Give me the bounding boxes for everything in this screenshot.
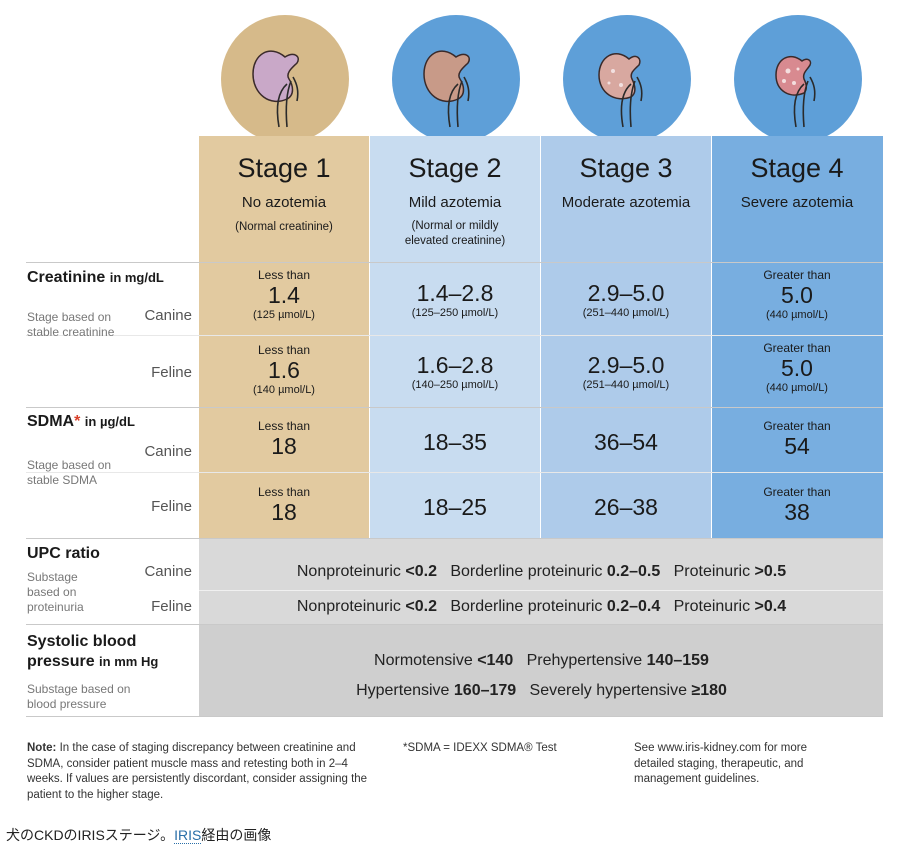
bp-line-1: Normotensive <140 Prehypertensive 140–15… [374,652,709,669]
stage-4-title: Stage 4 [750,153,844,183]
sdma-feline-stage-4: Greater than 38 [763,485,831,525]
image-caption: 犬のCKDのIRISステージ。IRIS経由の画像 [6,827,272,844]
sdma-feline-stage-2: 18–25 [423,494,487,520]
stage-1-note: (Normal creatinine) [235,221,333,233]
kidney-icon [252,50,299,128]
upc-feline-label: Feline [151,598,192,615]
creatinine-feline-stage-1: Less than 1.6 (140 µmol/L) [253,343,315,396]
sdma-feline-stage-3: 26–38 [594,494,658,520]
sdma-canine-label: Canine [144,443,192,460]
footer-note: Note: In the case of staging discrepancy… [27,742,368,801]
stage-4-column [712,136,883,538]
kidney-icon [423,50,470,128]
sdma-feline-stage-1: Less than 18 [257,485,311,525]
creatinine-canine-stage-4: Greater than 5.0 (440 µmol/L) [763,268,831,321]
sdma-basis: Stage based on stable SDMA [27,458,112,487]
sdma-canine-stage-4: Greater than 54 [763,419,831,459]
stage-1-title: Stage 1 [237,153,331,183]
row-divider [26,472,883,473]
creatinine-canine-stage-2: 1.4–2.8 (125–250 µmol/L) [411,280,499,319]
sdma-canine-stage-1: Less than 18 [257,419,311,459]
kidney-icon [598,53,643,128]
upc-canine-values: Nonproteinuric <0.2 Borderline proteinur… [296,563,787,580]
stage-3-subtitle: Moderate azotemia [561,194,691,211]
bp-basis: Substage based on blood pressure [27,682,131,711]
stage-4-subtitle: Severe azotemia [740,194,854,211]
creatinine-canine-stage-3: 2.9–5.0 (251–440 µmol/L) [582,280,670,319]
stage-2-kidney-illustration [392,15,520,143]
bp-line-2: Hypertensive 160–179 Severely hypertensi… [356,682,727,699]
row-divider [26,716,883,717]
row-divider [26,624,883,625]
creatinine-feline-stage-4: Greater than 5.0 (440 µmol/L) [763,341,831,394]
stage-3-kidney-illustration [563,15,691,143]
bp-panel [199,625,883,716]
stage-2-note: (Normal or mildly elevated creatinine) [404,220,506,247]
row-divider [26,262,883,263]
footer-see-more: See www.iris-kidney.com for more detaile… [634,742,807,785]
kidney-icon [775,55,816,128]
sdma-feline-label: Feline [151,498,192,515]
stage-1-subtitle: No azotemia [241,194,327,211]
stage-2-title: Stage 2 [408,153,502,183]
upc-basis: Substage based on proteinuria [27,570,84,614]
upc-feline-values: Nonproteinuric <0.2 Borderline proteinur… [296,598,787,615]
row-divider [26,407,883,408]
sdma-heading: SDMA* in µg/dL [27,413,135,430]
creatinine-feline-label: Feline [151,364,192,381]
bp-heading: Systolic blood pressure in mm Hg [27,633,159,670]
stage-4-kidney-illustration [734,15,862,143]
stage-2-column [370,136,540,538]
stage-1-kidney-illustration [221,15,349,143]
row-divider [26,335,883,336]
upc-canine-label: Canine [144,563,192,580]
stage-3-column [541,136,711,538]
sdma-canine-stage-3: 36–54 [594,429,658,455]
creatinine-canine-stage-1: Less than 1.4 (125 µmol/L) [253,268,315,321]
row-divider [26,538,883,539]
iris-link[interactable]: IRIS [174,827,202,844]
upc-divider [199,590,883,591]
stage-3-title: Stage 3 [579,153,673,183]
creatinine-feline-stage-2: 1.6–2.8 (140–250 µmol/L) [411,352,499,391]
stage-2-subtitle: Mild azotemia [408,194,502,211]
creatinine-canine-label: Canine [144,307,192,324]
upc-panel [199,539,883,624]
creatinine-basis: Stage based on stable creatinine [27,310,115,339]
creatinine-feline-stage-3: 2.9–5.0 (251–440 µmol/L) [582,352,670,391]
upc-heading: UPC ratio [27,545,100,562]
footer-sdma-definition: *SDMA = IDEXX SDMA® Test [403,742,557,754]
stage-1-column [199,136,369,538]
creatinine-heading: Creatinine in mg/dL [27,269,164,286]
sdma-canine-stage-2: 18–35 [423,429,487,455]
